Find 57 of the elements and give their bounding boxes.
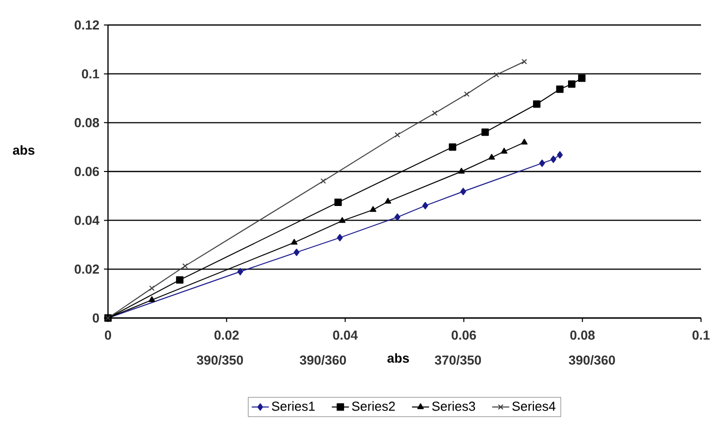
point bbox=[370, 206, 376, 212]
point bbox=[448, 143, 456, 151]
point bbox=[384, 198, 392, 204]
point bbox=[432, 110, 438, 116]
point bbox=[336, 234, 343, 242]
point bbox=[182, 263, 188, 269]
point bbox=[294, 248, 300, 256]
legend-label: Series1 bbox=[272, 401, 315, 411]
x-tick-label: 0.02 bbox=[214, 330, 239, 340]
point bbox=[500, 148, 508, 154]
point bbox=[578, 74, 586, 82]
y-tick-label: 0.12 bbox=[74, 20, 99, 30]
point bbox=[334, 198, 342, 206]
point bbox=[556, 86, 564, 93]
point bbox=[494, 72, 500, 78]
point bbox=[148, 296, 156, 302]
point bbox=[556, 151, 563, 159]
y-axis-title: abs bbox=[12, 145, 34, 155]
point bbox=[464, 91, 470, 97]
point bbox=[521, 138, 528, 145]
y-tick-label: 0.04 bbox=[74, 216, 100, 225]
point bbox=[149, 285, 155, 291]
x-tick-label: 0 bbox=[104, 330, 112, 340]
y-tick-label: 0.06 bbox=[74, 166, 99, 176]
point bbox=[320, 178, 326, 184]
point bbox=[290, 238, 298, 245]
text: 370/350 bbox=[434, 355, 481, 365]
x-tick-label: 0.04 bbox=[333, 330, 358, 340]
point bbox=[458, 168, 465, 174]
point bbox=[422, 202, 428, 210]
point bbox=[176, 276, 184, 284]
y-tick-label: 0.02 bbox=[74, 264, 99, 274]
text: 390/360 bbox=[568, 355, 615, 365]
point bbox=[460, 188, 466, 196]
point bbox=[237, 268, 244, 276]
point bbox=[550, 156, 556, 163]
x-tick-label: 0.1 bbox=[692, 330, 710, 340]
point bbox=[488, 154, 495, 160]
x-tick-label: 0.06 bbox=[452, 330, 476, 340]
text: 390/360 bbox=[300, 355, 346, 365]
point bbox=[338, 217, 346, 223]
point bbox=[568, 80, 576, 88]
legend-label: Series3 bbox=[432, 401, 476, 411]
x-tick-label: 0.08 bbox=[570, 330, 595, 340]
point bbox=[394, 132, 400, 138]
point bbox=[481, 128, 489, 136]
point bbox=[533, 100, 540, 108]
legend-label: Series2 bbox=[352, 401, 395, 411]
y-tick-label: 0.1 bbox=[82, 69, 100, 78]
point bbox=[539, 159, 545, 167]
x-axis-title: abs bbox=[387, 353, 409, 363]
point bbox=[522, 58, 528, 64]
point bbox=[394, 213, 400, 221]
y-tick-label: 0 bbox=[92, 313, 99, 323]
text: 390/350 bbox=[196, 355, 243, 365]
y-tick-label: 0.08 bbox=[74, 118, 100, 128]
legend-label: Series4 bbox=[512, 401, 556, 411]
